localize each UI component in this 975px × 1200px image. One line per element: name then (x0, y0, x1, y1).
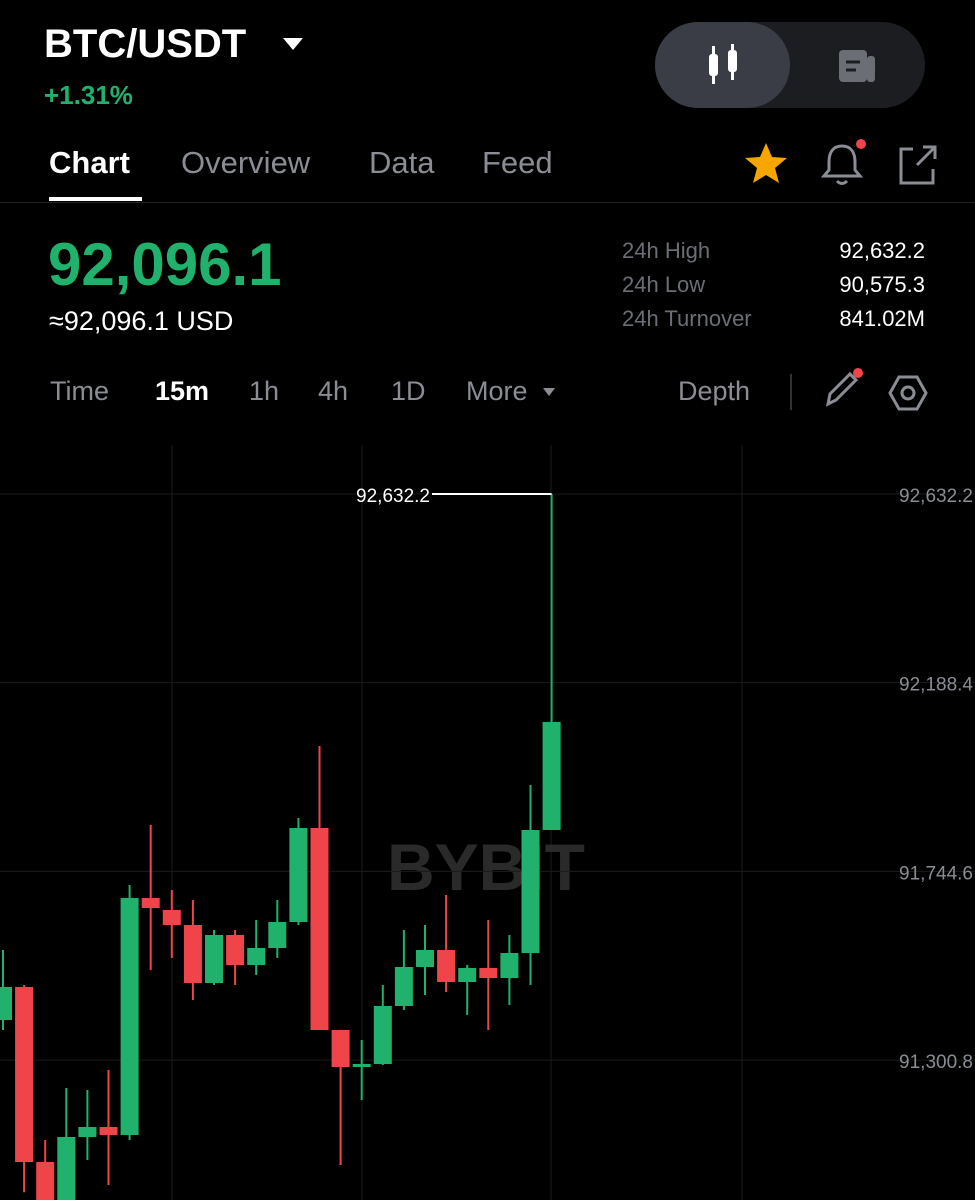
timeframe[interactable]: 1h (249, 376, 280, 406)
candle-body (183, 924, 202, 983)
y-tick-label: 91,300.8 (899, 1052, 973, 1073)
candle-body (500, 953, 519, 979)
last-price: 92,096.1 (48, 231, 282, 298)
candle-body (15, 986, 34, 1162)
candle-body (458, 967, 477, 983)
candle-body (78, 1126, 97, 1137)
candle-body (416, 949, 434, 967)
y-tick-label: 91,744.6 (899, 863, 973, 884)
candle-body (352, 1063, 371, 1068)
candle-body (0, 986, 12, 1021)
candle-body (310, 828, 329, 1031)
high-label: 92,632.2 (356, 486, 430, 507)
candle-body (141, 897, 160, 908)
change-percent: +1.31% (44, 80, 133, 110)
dropdown-arrow[interactable] (282, 36, 304, 52)
candle-body (373, 1005, 392, 1064)
candle-body (36, 1161, 55, 1200)
watermark: BYBIT (387, 830, 585, 904)
candle-icon (709, 44, 737, 84)
candle-body (521, 830, 540, 954)
more-arrow (543, 388, 555, 396)
tab[interactable]: Data (369, 145, 435, 180)
separator (790, 374, 792, 410)
toggle-chart[interactable] (655, 22, 790, 108)
share-icon[interactable] (895, 143, 939, 187)
timeframe[interactable]: 1D (391, 376, 426, 406)
candle-body (289, 828, 308, 923)
stat-label: 24h High (622, 238, 711, 263)
usd-price: ≈92,096.1 USD (49, 306, 234, 336)
candle-body (247, 947, 266, 966)
stat-value: 841.02M (839, 306, 925, 331)
stat-value: 90,575.3 (839, 272, 925, 297)
timeframe[interactable]: More (466, 376, 528, 406)
candle-body (120, 897, 139, 1135)
y-tick-label: 92,632.2 (899, 486, 973, 507)
timeframe[interactable]: Time (50, 376, 109, 406)
candle-body (205, 934, 223, 983)
candle-body (226, 934, 245, 966)
tab[interactable]: Feed (482, 145, 553, 180)
tab[interactable]: Overview (181, 145, 311, 180)
view-toggle (655, 22, 925, 108)
tab-underline (49, 197, 142, 201)
divider (0, 202, 975, 203)
candle-body (542, 721, 561, 831)
pair-title[interactable]: BTC/USDT (44, 22, 247, 66)
tab[interactable]: Chart (49, 145, 130, 180)
depth-button[interactable]: Depth (678, 376, 751, 406)
candle-body (479, 967, 498, 979)
stat-label: 24h Turnover (622, 306, 752, 331)
alert-bell[interactable] (818, 136, 868, 188)
favorite-star[interactable] (742, 140, 790, 188)
candle-body (268, 922, 287, 948)
candle-body (437, 949, 456, 983)
toggle-info[interactable] (837, 46, 877, 86)
settings-icon[interactable] (888, 374, 928, 412)
draw-tool[interactable] (820, 366, 866, 410)
timeframe[interactable]: 4h (318, 376, 349, 406)
candle-chart: BYBIT 92,632.2 92,188.4 91,744.6 91,300.8 92… (0, 445, 975, 1200)
candle-body (394, 966, 413, 1006)
y-tick-label: 92,188.4 (899, 675, 973, 696)
stat-value: 92,632.2 (839, 238, 925, 263)
timeframe[interactable]: 15m (155, 376, 210, 406)
candle-body (331, 1030, 350, 1068)
candle-body (99, 1126, 118, 1135)
candle-body (57, 1136, 76, 1200)
stat-label: 24h Low (622, 272, 706, 297)
candle-body (162, 909, 181, 925)
